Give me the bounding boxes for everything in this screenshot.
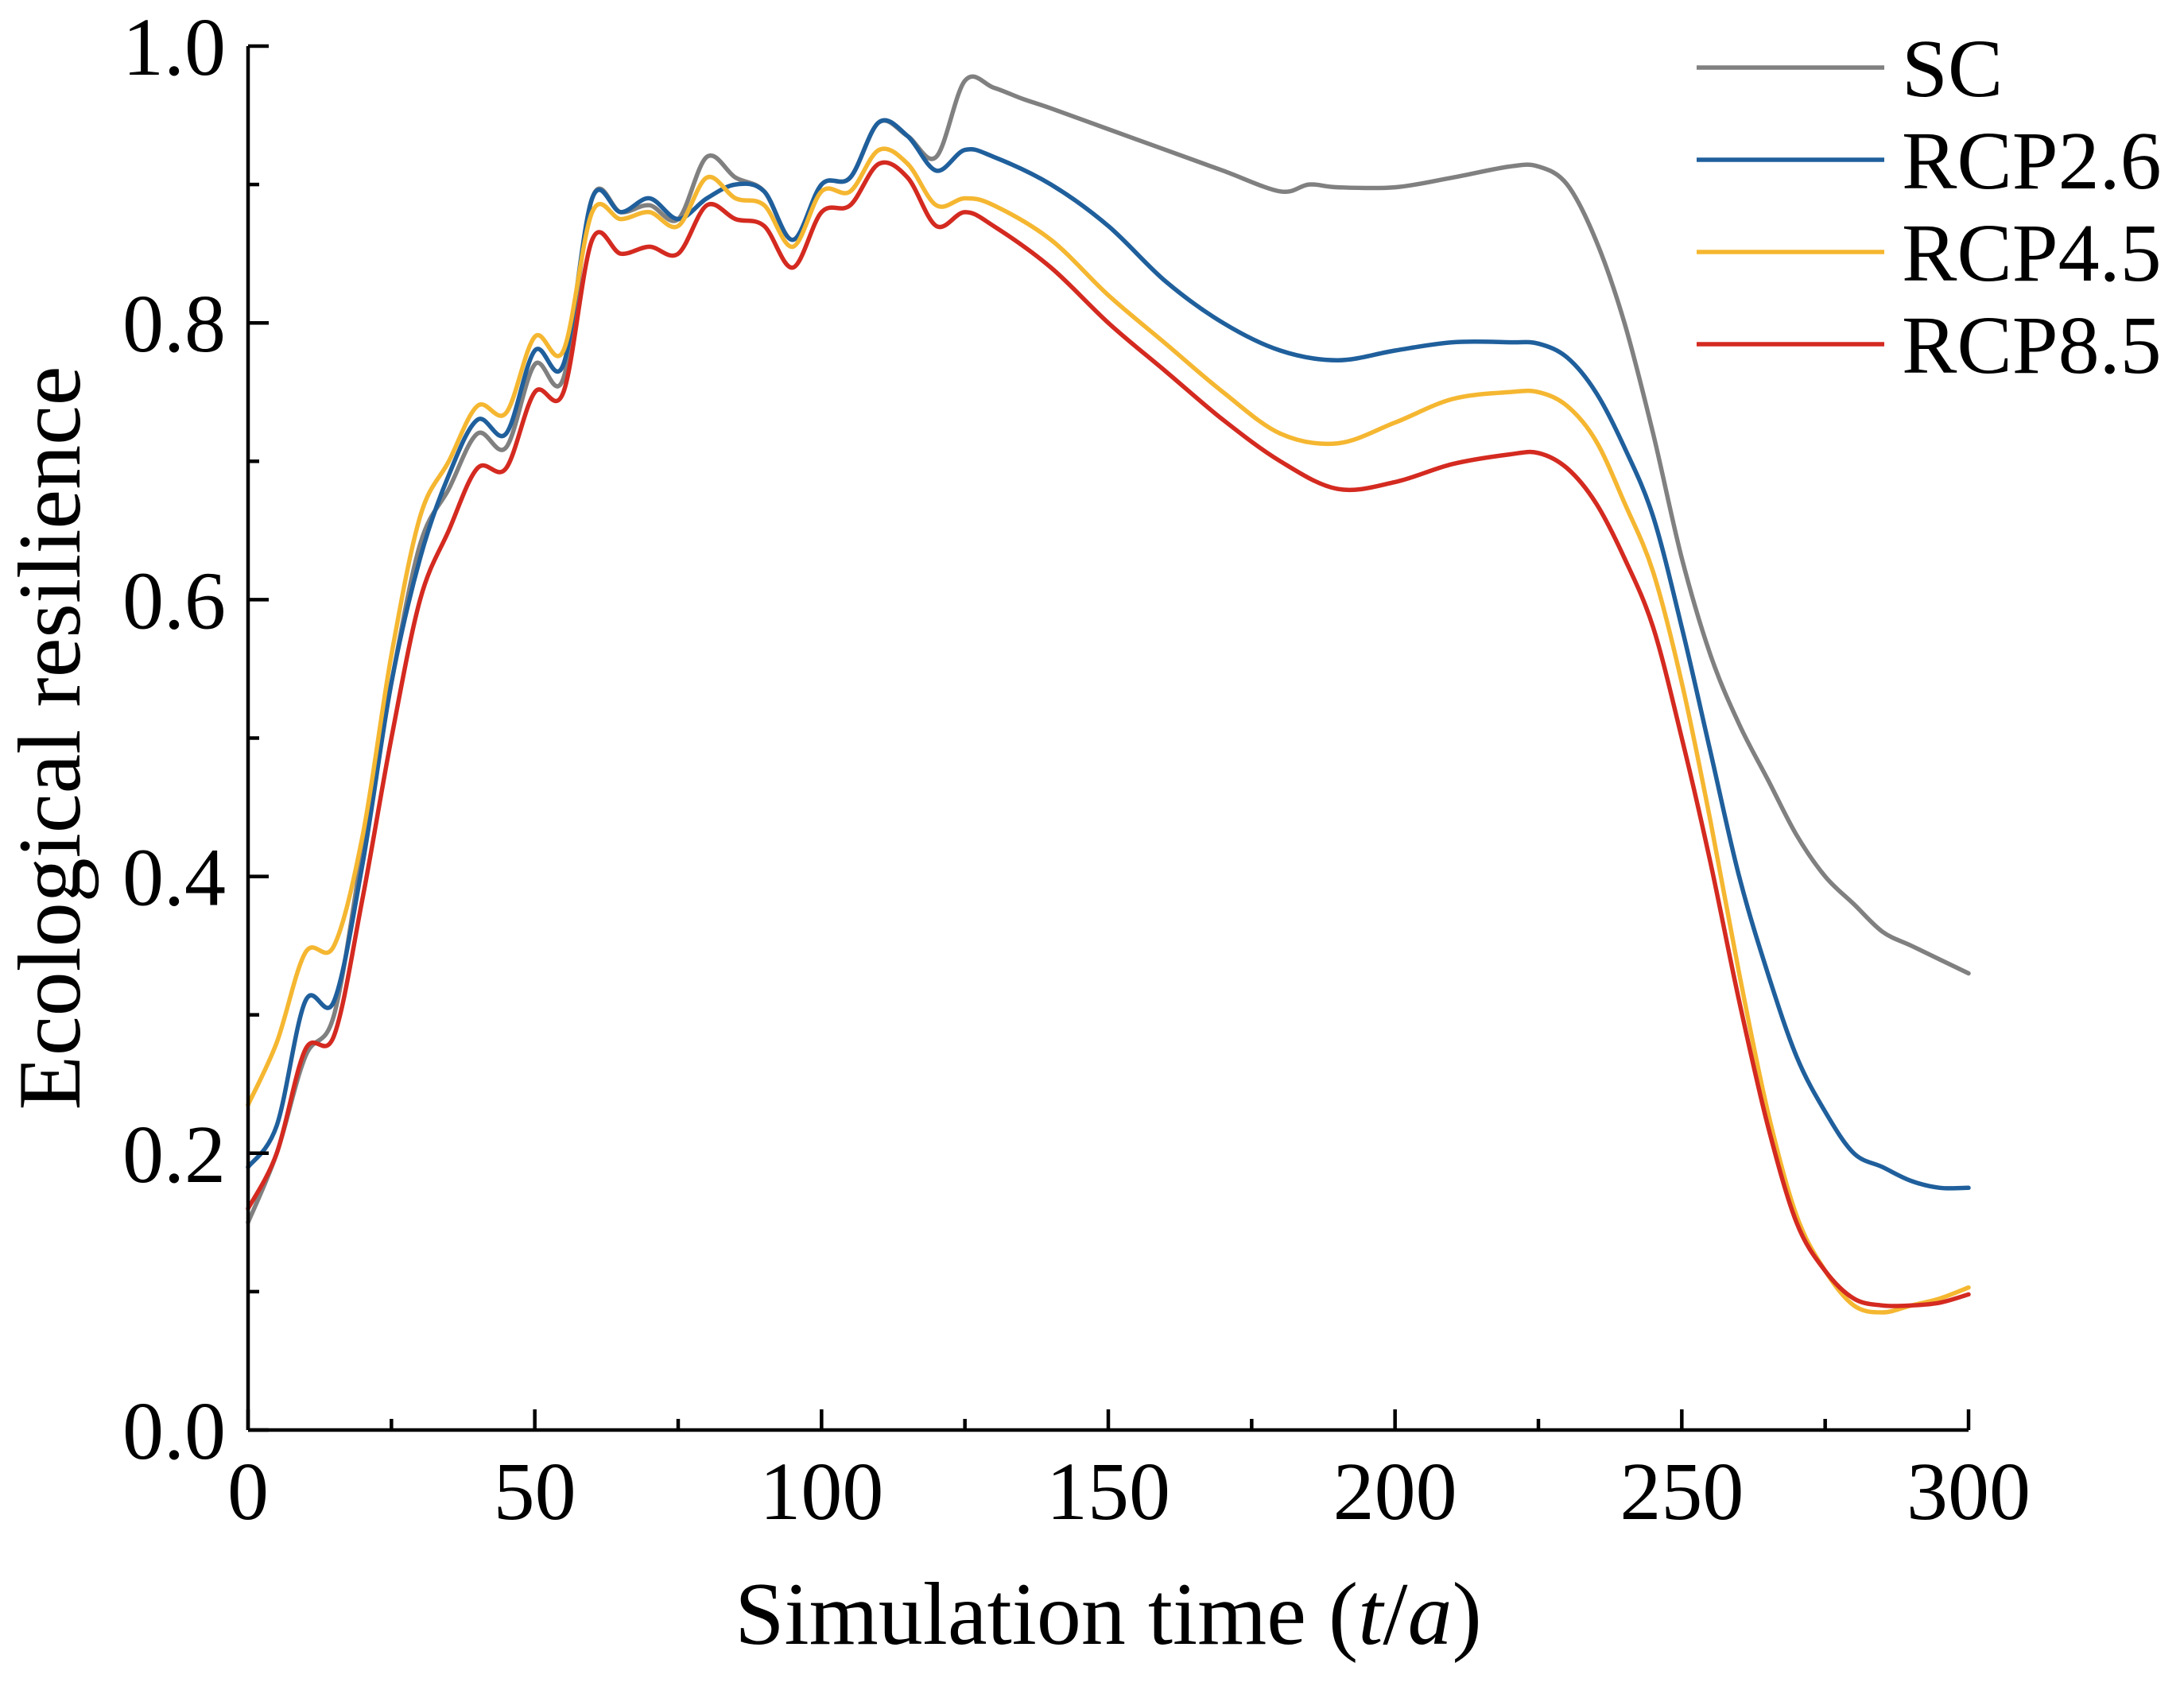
x-tick-label: 150 <box>1046 1446 1170 1537</box>
y-tick-label: 1.0 <box>122 2 226 93</box>
x-axis-title-suffix: ) <box>1452 1565 1481 1664</box>
x-axis-title-a: a <box>1407 1565 1452 1664</box>
y-tick-label: 0.6 <box>122 555 226 646</box>
y-tick-label: 0.4 <box>122 832 226 924</box>
legend-label-rcp8-5: RCP8.5 <box>1902 300 2162 391</box>
series-line-rcp2-6 <box>246 118 1971 1191</box>
x-tick-label: 0 <box>227 1446 269 1537</box>
x-axis-title: Simulation time (t/a) <box>735 1565 1482 1664</box>
x-tick-label: 250 <box>1620 1446 1744 1537</box>
y-tick-label: 0.8 <box>122 278 226 370</box>
x-tick-label: 200 <box>1333 1446 1457 1537</box>
y-tick-label: 0.2 <box>122 1109 226 1200</box>
y-tick-label: 0.0 <box>122 1386 226 1477</box>
x-axis-title-prefix: Simulation time ( <box>735 1565 1358 1664</box>
ticks <box>246 44 1971 1432</box>
series-line-sc <box>246 74 1971 1225</box>
legend-label-sc: SC <box>1902 23 2003 114</box>
legend-label-rcp4-5: RCP4.5 <box>1902 207 2162 299</box>
x-tick-label: 100 <box>759 1446 883 1537</box>
tick-labels: 0 50 100 150 200 250 300 0.0 0.2 0.4 0.6 0.8 1.0 <box>122 2 2031 1537</box>
x-tick-label: 50 <box>494 1446 576 1537</box>
series-line-rcp4-5 <box>246 146 1971 1315</box>
series-line-rcp8-5 <box>246 160 1971 1308</box>
legend-label-rcp2-6: RCP2.6 <box>1902 115 2162 207</box>
x-axis-title-t: t <box>1358 1565 1385 1664</box>
x-tick-label: 300 <box>1907 1446 2031 1537</box>
series-layer <box>246 74 1971 1315</box>
y-axis-title: Ecological resilience <box>1 366 99 1110</box>
x-axis-title-slash: / <box>1383 1565 1408 1664</box>
